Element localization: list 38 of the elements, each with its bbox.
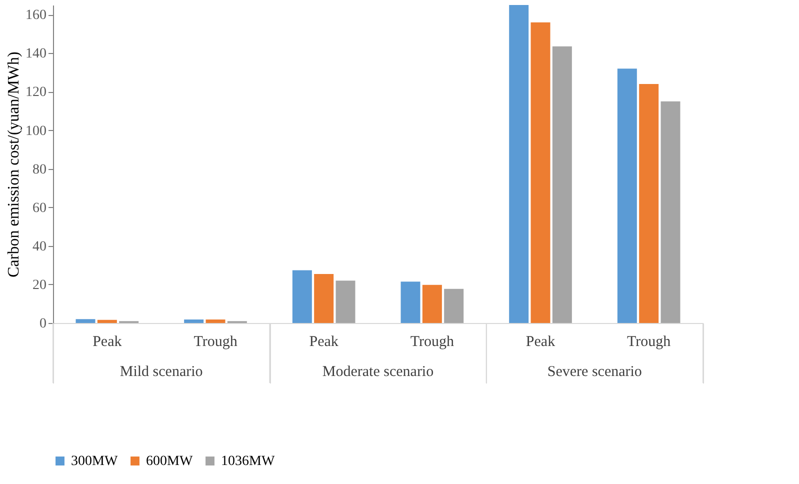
bar — [617, 68, 637, 323]
x-tick-label: Peak — [526, 334, 556, 350]
bar — [552, 46, 572, 323]
bar — [422, 284, 442, 323]
legend-label: 600MW — [146, 454, 194, 469]
x-tick-label: Trough — [627, 334, 672, 350]
y-tick-label: 80 — [32, 162, 46, 178]
bar — [336, 280, 356, 323]
bar — [76, 319, 96, 323]
bar — [97, 320, 117, 323]
x-tick-label: Trough — [410, 334, 454, 350]
y-tick-label: 20 — [32, 278, 46, 293]
legend-label: 300MW — [71, 454, 118, 469]
bar — [206, 320, 226, 323]
x-tick-label: Trough — [194, 334, 238, 350]
bar — [184, 320, 204, 323]
bar — [314, 274, 334, 323]
bar — [530, 22, 550, 323]
bar — [660, 101, 680, 323]
bar — [444, 288, 464, 323]
y-tick-label: 60 — [32, 200, 46, 216]
bar — [509, 5, 529, 323]
y-tick-label: 100 — [26, 124, 46, 139]
bar — [639, 84, 659, 323]
y-tick-label: 160 — [26, 8, 46, 24]
text: Severe scenario — [547, 364, 642, 380]
bar — [292, 270, 312, 323]
y-tick-label: 0 — [40, 316, 46, 332]
x-tick-label: Peak — [92, 334, 122, 350]
y-axis-title: Carbon emission cost/(yuan/MWh) — [6, 52, 22, 278]
x-tick-label: Peak — [309, 334, 339, 350]
legend-label: 1036MW — [221, 454, 276, 469]
y-tick-label: 120 — [26, 85, 46, 100]
y-tick-label: 40 — [32, 239, 46, 254]
text: Moderate scenario — [322, 364, 434, 380]
text: Mild scenario — [120, 364, 203, 380]
y-tick-label: 140 — [26, 46, 46, 62]
bar — [400, 282, 420, 323]
